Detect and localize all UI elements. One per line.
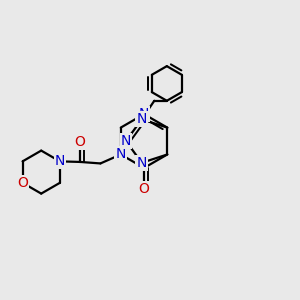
Text: N: N	[136, 156, 147, 170]
Text: O: O	[75, 135, 86, 148]
Text: N: N	[116, 148, 126, 161]
Text: N: N	[121, 134, 131, 148]
Text: N: N	[136, 112, 147, 126]
Text: N: N	[139, 107, 149, 121]
Text: N: N	[55, 154, 65, 168]
Text: O: O	[17, 176, 28, 190]
Text: O: O	[139, 182, 149, 196]
